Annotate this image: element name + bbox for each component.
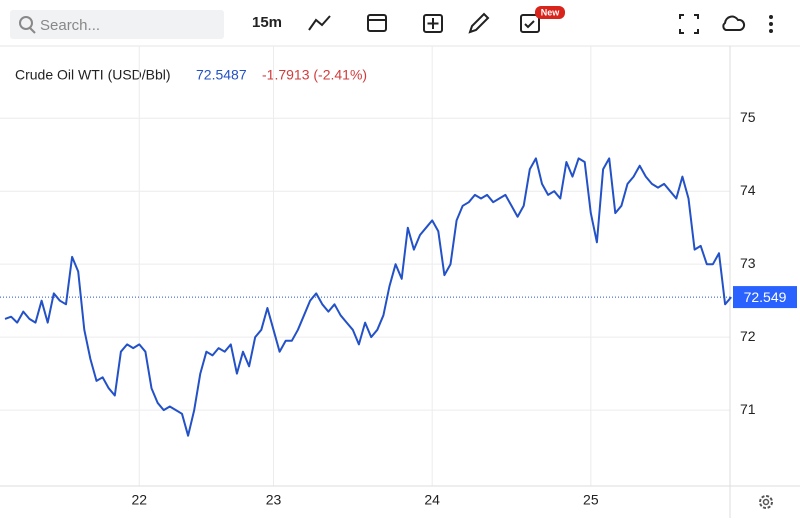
menu-dot xyxy=(769,29,773,33)
chart-type-button[interactable] xyxy=(308,15,331,31)
search-placeholder: Search... xyxy=(40,17,100,34)
menu-dot xyxy=(769,22,773,26)
events-icon xyxy=(524,20,535,29)
chart-title: Crude Oil WTI (USD/Bbl) xyxy=(15,67,171,83)
x-tick-label: 25 xyxy=(583,492,599,508)
new-badge-text: New xyxy=(541,7,561,17)
y-tick-label: 72 xyxy=(740,328,756,344)
y-tick-label: 74 xyxy=(740,182,756,198)
x-tick-label: 23 xyxy=(266,492,282,508)
draw-button[interactable] xyxy=(468,12,490,34)
calendar-button[interactable] xyxy=(367,14,387,32)
y-tick-label: 75 xyxy=(740,109,756,125)
search-icon xyxy=(29,27,36,34)
menu-button[interactable] xyxy=(769,15,773,19)
search-box[interactable] xyxy=(10,10,224,39)
y-tick-label: 73 xyxy=(740,255,756,271)
price: 72.5487 xyxy=(196,67,247,83)
settings-gear-center xyxy=(762,498,770,506)
add-indicator-button[interactable] xyxy=(423,14,443,33)
settings-gear xyxy=(759,495,773,509)
price-line xyxy=(4,157,732,437)
last-price-label: 72.549 xyxy=(744,289,787,305)
price-change: -1.7913 (-2.41%) xyxy=(262,67,367,83)
search-icon xyxy=(19,16,33,30)
new-badge xyxy=(535,6,565,19)
last-price-tag xyxy=(733,286,797,309)
x-tick-label: 24 xyxy=(424,492,440,508)
y-tick-label: 71 xyxy=(740,401,756,417)
add-icon xyxy=(427,18,439,29)
interval-button[interactable]: 15m xyxy=(252,14,282,31)
grid xyxy=(0,46,730,486)
x-tick-label: 22 xyxy=(131,492,147,508)
settings-button[interactable] xyxy=(759,495,773,509)
fullscreen-button[interactable] xyxy=(679,14,699,34)
download-button[interactable] xyxy=(722,15,746,31)
events-button[interactable] xyxy=(520,14,540,33)
